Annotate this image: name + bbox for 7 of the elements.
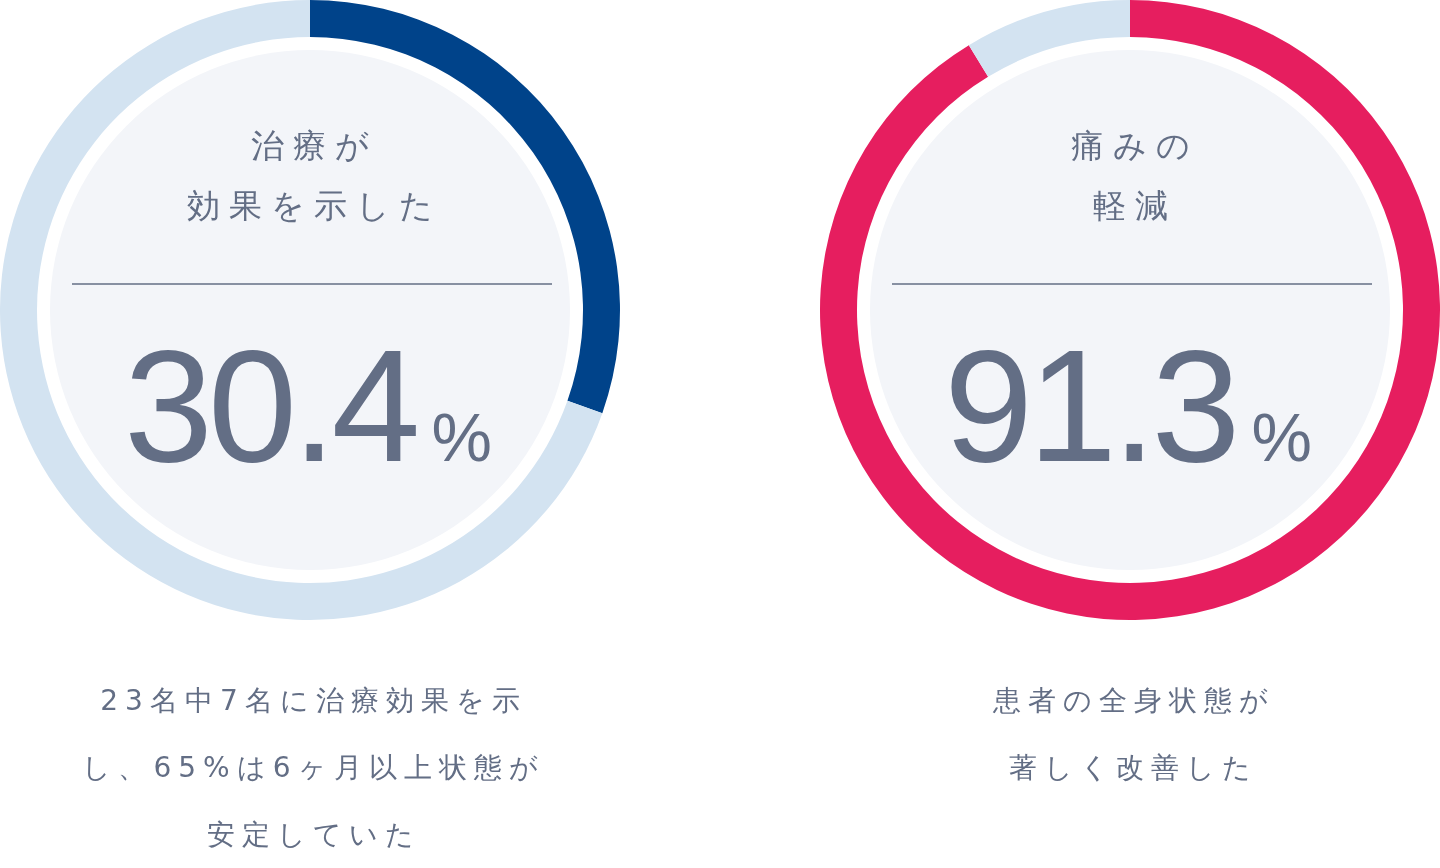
title: 治療が効果を示した — [187, 125, 442, 225]
annotation: 患者の全身状態が — [992, 683, 1275, 717]
annotation: し、65%は6ヶ月以上状態が — [82, 750, 545, 784]
annotation: 安定していた — [206, 817, 421, 851]
annotation: 23名中7名に治療効果を示 — [100, 683, 527, 717]
title: 痛みの軽減 — [1070, 125, 1199, 225]
annotation: 著しく改善した — [1009, 750, 1258, 784]
